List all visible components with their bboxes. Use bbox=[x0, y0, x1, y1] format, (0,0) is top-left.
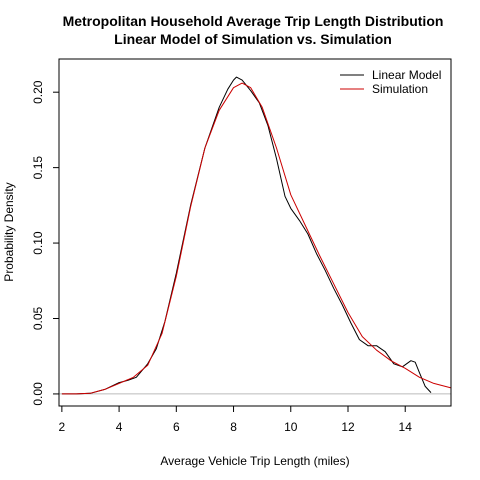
legend-label-linear-model: Linear Model bbox=[372, 68, 441, 82]
x-axis-label: Average Vehicle Trip Length (miles) bbox=[160, 454, 349, 468]
y-tick-label: 0.05 bbox=[31, 306, 45, 330]
y-axis: 0.00 0.05 0.10 0.15 0.20 bbox=[31, 80, 59, 406]
y-tick-label: 0.10 bbox=[31, 231, 45, 255]
x-tick-label: 8 bbox=[230, 420, 237, 434]
x-tick-label: 10 bbox=[284, 420, 298, 434]
plot-frame bbox=[58, 58, 452, 407]
x-tick-label: 2 bbox=[59, 420, 66, 434]
y-tick-label: 0.20 bbox=[31, 80, 45, 104]
series-line-simulation bbox=[61, 82, 452, 395]
legend-label-simulation: Simulation bbox=[372, 82, 428, 96]
plot-area bbox=[59, 76, 452, 395]
series-line-linear-model bbox=[61, 76, 432, 395]
x-tick-label: 6 bbox=[173, 420, 180, 434]
x-axis: 2 4 6 8 10 12 14 bbox=[59, 406, 413, 434]
y-tick-label: 0.00 bbox=[31, 382, 45, 406]
y-axis-label: Probability Density bbox=[2, 182, 16, 281]
chart-title: Metropolitan Household Average Trip Leng… bbox=[63, 13, 444, 29]
x-tick-label: 12 bbox=[341, 420, 355, 434]
chart-subtitle: Linear Model of Simulation vs. Simulatio… bbox=[114, 31, 392, 47]
y-tick-label: 0.15 bbox=[31, 156, 45, 180]
x-tick-label: 4 bbox=[116, 420, 123, 434]
x-tick-label: 14 bbox=[399, 420, 413, 434]
legend: Linear Model Simulation bbox=[340, 68, 441, 96]
